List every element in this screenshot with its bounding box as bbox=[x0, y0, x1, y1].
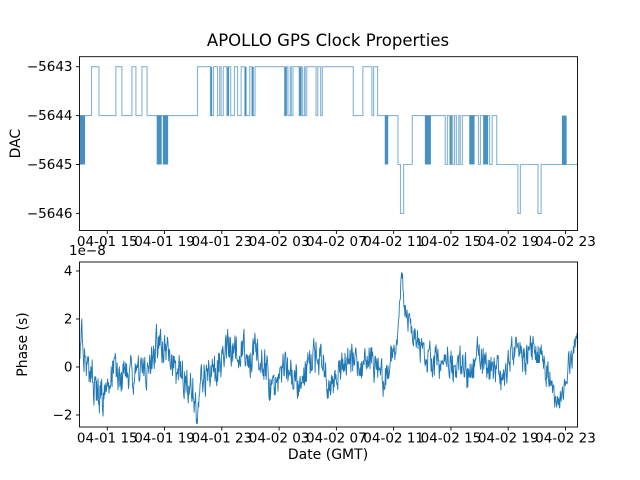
y-tick-label: −5646 bbox=[27, 206, 73, 222]
dac-burst-bar bbox=[384, 115, 389, 165]
y-axis-label-phase: Phase (s) bbox=[15, 312, 31, 376]
dac-burst-bar bbox=[156, 115, 162, 165]
dac-burst-bar bbox=[284, 66, 287, 116]
dac-burst-bar bbox=[162, 115, 169, 165]
y-tick-label: −5645 bbox=[27, 157, 73, 173]
dac-burst-bar bbox=[210, 66, 213, 116]
phase-axes-frame bbox=[79, 261, 578, 428]
y-tick-label: 0 bbox=[64, 360, 73, 376]
dac-burst-bar bbox=[299, 66, 301, 116]
dac-step-line bbox=[79, 66, 578, 214]
y-tick-label: −5644 bbox=[27, 108, 73, 124]
x-tick-label: 04-02 07 bbox=[306, 234, 367, 250]
y-tick-label: 2 bbox=[64, 312, 73, 328]
dac-burst-bar bbox=[424, 115, 431, 165]
x-tick-label: 04-02 19 bbox=[478, 431, 539, 447]
y-tick-label: 4 bbox=[64, 264, 73, 280]
dac-burst-bar bbox=[469, 115, 475, 165]
x-tick-label: 04-02 23 bbox=[535, 431, 596, 447]
y-tick-label: −5643 bbox=[27, 59, 73, 75]
x-tick-label: 04-02 15 bbox=[421, 234, 482, 250]
dac-burst-bar bbox=[483, 115, 489, 165]
x-tick-label: 04-02 07 bbox=[306, 431, 367, 447]
x-tick-label: 04-01 15 bbox=[77, 234, 138, 250]
x-tick-label: 04-02 23 bbox=[535, 234, 596, 250]
phase-noise-line bbox=[79, 272, 578, 425]
x-tick-label: 04-01 23 bbox=[191, 234, 252, 250]
dac-axes-frame bbox=[79, 56, 578, 231]
x-tick-label: 04-01 15 bbox=[77, 431, 138, 447]
offset-text-1e-8: 1e−8 bbox=[69, 243, 106, 259]
x-tick-label: 04-02 15 bbox=[421, 431, 482, 447]
dac-burst-bar bbox=[252, 66, 254, 116]
plot-title: APOLLO GPS Clock Properties bbox=[206, 31, 450, 50]
x-tick-label: 04-02 11 bbox=[363, 234, 424, 250]
x-axis-label: Date (GMT) bbox=[287, 447, 369, 463]
x-tick-label: 04-01 19 bbox=[134, 431, 195, 447]
x-tick-label: 04-02 11 bbox=[363, 431, 424, 447]
y-axis-label-dac: DAC bbox=[8, 129, 24, 159]
dac-burst-bar bbox=[79, 115, 86, 165]
x-tick-label: 04-02 03 bbox=[249, 234, 310, 250]
dac-burst-bar bbox=[245, 66, 247, 116]
y-tick-label: −2 bbox=[53, 408, 73, 424]
x-tick-label: 04-02 19 bbox=[478, 234, 539, 250]
x-tick-label: 04-02 03 bbox=[249, 431, 310, 447]
x-tick-label: 04-01 23 bbox=[191, 431, 252, 447]
dac-burst-bar bbox=[561, 115, 567, 165]
x-tick-label: 04-01 19 bbox=[134, 234, 195, 250]
